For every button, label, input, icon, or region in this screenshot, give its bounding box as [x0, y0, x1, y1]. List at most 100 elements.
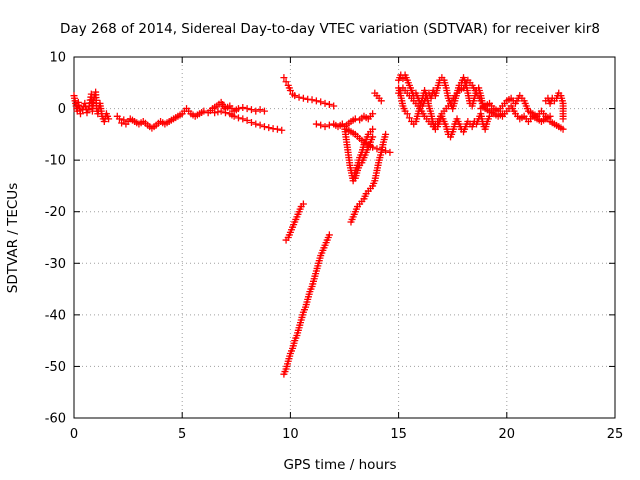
data-point [559, 125, 567, 133]
series-seg-m [395, 71, 487, 113]
y-tick-label: -30 [45, 257, 66, 272]
data-point [317, 121, 325, 129]
data-point [278, 126, 286, 134]
data-point [234, 114, 242, 122]
data-point [115, 115, 123, 123]
data-point [260, 123, 268, 131]
data-point [321, 99, 329, 107]
data-point [403, 110, 411, 118]
data-point [351, 115, 359, 123]
data-point [247, 106, 255, 114]
series-seg-b [113, 98, 268, 132]
data-point [291, 92, 299, 100]
data-point [282, 78, 290, 86]
data-point [234, 105, 242, 113]
series-seg-e [282, 200, 307, 244]
data-point [239, 115, 247, 123]
y-tick-label: -60 [45, 412, 66, 427]
y-tick-label: -40 [45, 308, 66, 323]
y-tick-label: -10 [45, 154, 66, 169]
grid [74, 57, 615, 418]
data-point [325, 100, 333, 108]
data-point [559, 115, 567, 123]
data-point [317, 98, 325, 106]
data-point [84, 105, 92, 113]
series-seg-j [347, 130, 390, 226]
data-point [120, 116, 128, 124]
x-tick-label: 25 [607, 427, 624, 442]
series-seg-f [280, 231, 333, 378]
data-point [256, 121, 264, 129]
data-point [382, 130, 390, 138]
data-point [373, 145, 381, 153]
data-point [230, 112, 238, 120]
data-point [252, 120, 260, 128]
data-point [299, 94, 307, 102]
x-tick-label: 20 [499, 427, 516, 442]
data-point [321, 123, 329, 131]
data-point [273, 125, 281, 133]
data-point [239, 104, 247, 112]
data-point [308, 96, 316, 104]
data-point [265, 124, 273, 132]
data-point [286, 87, 294, 95]
data-point [382, 147, 390, 155]
series-seg-r [542, 89, 567, 123]
data-point [200, 107, 208, 115]
data-point [214, 108, 222, 116]
chart-title: Day 268 of 2014, Sidereal Day-to-day VTE… [60, 21, 600, 37]
data-point [252, 107, 260, 115]
data-point [256, 106, 264, 114]
x-axis-label: GPS time / hours [283, 457, 396, 473]
data-points [70, 71, 567, 378]
y-axis-label: SDTVAR / TECUs [5, 183, 21, 293]
data-point [280, 74, 288, 82]
y-tick-label: 10 [49, 51, 66, 66]
series-seg-o [395, 76, 506, 131]
data-point [386, 148, 394, 156]
y-tick-label: 0 [58, 102, 66, 117]
x-tick-label: 15 [390, 427, 407, 442]
series-seg-n [395, 84, 493, 141]
series-seg-l [371, 89, 385, 105]
data-point [325, 121, 333, 129]
data-point [405, 114, 413, 122]
axis-ticks: 0 5 10 15 20 25 10 0 -10 -20 -30 -40 -50 -60 [45, 51, 624, 443]
series-seg-q [498, 102, 554, 125]
data-point [312, 120, 320, 128]
data-point [546, 112, 554, 120]
series-seg-i [343, 125, 394, 156]
data-point [221, 109, 229, 117]
data-point [211, 109, 219, 117]
data-point [243, 116, 251, 124]
x-tick-label: 0 [70, 427, 78, 442]
data-point [369, 125, 377, 133]
series-seg-d [280, 74, 338, 110]
data-point [399, 75, 407, 83]
series-seg-k [351, 133, 377, 182]
series-seg-g [312, 110, 377, 131]
data-point [83, 109, 91, 117]
x-tick-label: 5 [178, 427, 186, 442]
data-point [247, 118, 255, 126]
series-seg-a [70, 88, 113, 125]
y-tick-label: -20 [45, 205, 66, 220]
data-point [312, 97, 320, 105]
series-seg-c [211, 107, 286, 134]
data-point [105, 115, 113, 123]
data-point [377, 97, 385, 105]
data-point [243, 105, 251, 113]
plot-frame [73, 56, 616, 419]
data-point [76, 110, 84, 118]
data-point [369, 133, 377, 141]
data-point [217, 107, 225, 115]
data-point [369, 110, 377, 118]
data-point [325, 231, 333, 239]
y-tick-label: -50 [45, 360, 66, 375]
data-point [299, 200, 307, 208]
series-seg-h [341, 123, 377, 185]
data-point [295, 93, 303, 101]
data-point [330, 102, 338, 110]
x-tick-label: 10 [282, 427, 299, 442]
